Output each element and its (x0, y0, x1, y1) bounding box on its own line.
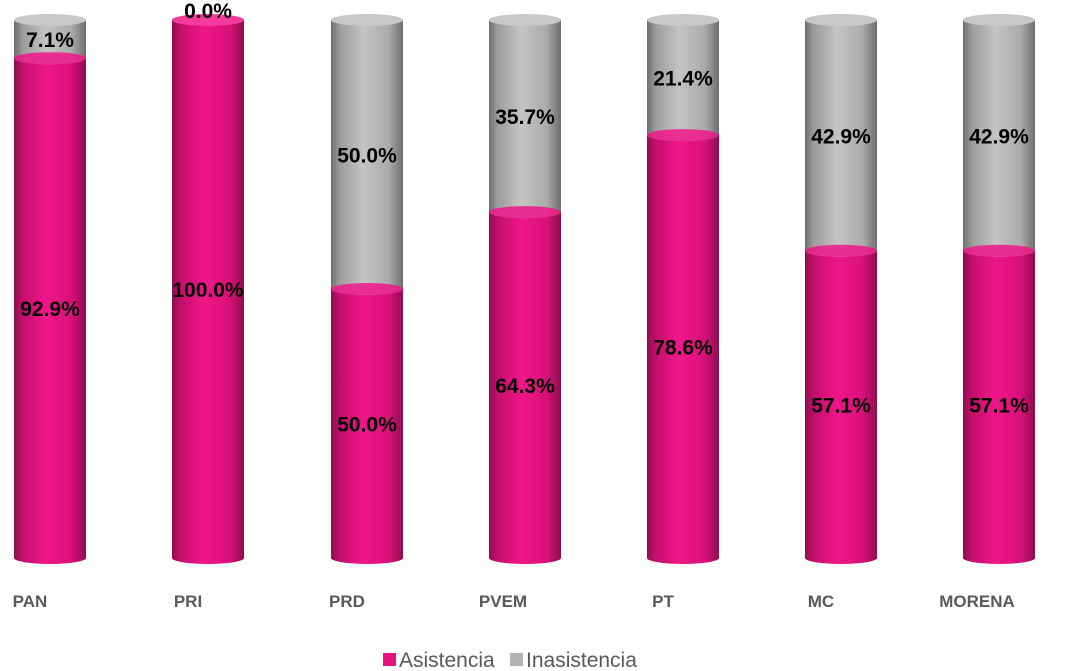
legend-label: Asistencia (399, 649, 495, 671)
data-label-inasistencia: 42.9% (811, 125, 871, 148)
bar-segment-inasistencia (805, 20, 877, 257)
bar-top-cap (331, 14, 403, 26)
legend-swatch (383, 653, 396, 666)
bar-pri: 100.0% 0.0% (172, 0, 244, 564)
segment-boundary (331, 283, 403, 295)
bar-segment-asistencia (647, 135, 719, 564)
data-label-asistencia: 78.6% (653, 337, 713, 360)
category-label: MC (808, 592, 834, 611)
bar-pvem: 64.3% 35.7% (489, 14, 561, 565)
bar-segment-inasistencia (963, 20, 1035, 257)
bar-segment-asistencia (14, 58, 86, 565)
data-label-asistencia: 57.1% (811, 394, 871, 417)
bar-segment-asistencia (805, 250, 877, 564)
data-label-asistencia: 92.9% (20, 298, 80, 321)
segment-boundary (963, 244, 1035, 257)
category-label: PRI (174, 592, 202, 611)
legend-swatch (510, 653, 523, 666)
data-label-asistencia: 100.0% (172, 279, 244, 302)
data-label-inasistencia: 35.7% (495, 106, 555, 129)
category-label: PAN (13, 592, 48, 611)
legend-item-inasistencia: Inasistencia (510, 649, 637, 671)
category-axis: PAN PRI PRD PVEM PT MC MORENA (13, 592, 1015, 611)
category-label: PRD (329, 592, 365, 611)
data-label-inasistencia: 7.1% (26, 29, 74, 52)
bar-segment-asistencia (963, 250, 1035, 564)
category-label: PT (652, 592, 674, 611)
legend: Asistencia Inasistencia (383, 649, 637, 671)
bar-segment-asistencia (489, 212, 561, 565)
data-label-inasistencia: 0.0% (184, 0, 232, 23)
bar-top-cap (963, 14, 1035, 26)
bar-top-cap (647, 14, 719, 26)
bar-morena: 57.1% 42.9% (963, 14, 1035, 564)
segment-boundary (489, 206, 561, 219)
legend-item-asistencia: Asistencia (383, 649, 495, 671)
segment-boundary (647, 129, 719, 142)
bar-pt: 78.6% 21.4% (647, 14, 719, 564)
bar-segment-inasistencia (489, 20, 561, 219)
data-label-asistencia: 57.1% (969, 394, 1029, 417)
bars-group: 92.9% 7.1% 100.0% 0.0% 50.0% 50.0% 64.3% 35.7% 7… (14, 0, 1035, 565)
category-label: MORENA (939, 592, 1015, 611)
segment-boundary (805, 244, 877, 257)
bar-mc: 57.1% 42.9% (805, 14, 877, 564)
legend-label: Inasistencia (526, 649, 637, 671)
bar-prd: 50.0% 50.0% (331, 14, 403, 564)
bar-segment-inasistencia (647, 20, 719, 142)
data-label-inasistencia: 21.4% (653, 68, 713, 91)
segment-boundary (14, 52, 86, 65)
bar-segment-inasistencia (331, 20, 403, 295)
bar-top-cap (489, 14, 561, 26)
data-label-inasistencia: 42.9% (969, 125, 1029, 148)
bar-top-cap (805, 14, 877, 26)
bar-segment-asistencia (331, 289, 403, 564)
bar-pan: 92.9% 7.1% (14, 14, 86, 565)
category-label: PVEM (479, 592, 527, 611)
bar-top-cap (172, 14, 244, 26)
bar-segment-asistencia (172, 20, 244, 564)
data-label-asistencia: 64.3% (495, 375, 555, 398)
data-label-asistencia: 50.0% (337, 414, 397, 437)
bar-top-cap (14, 14, 86, 26)
data-label-inasistencia: 50.0% (337, 145, 397, 168)
